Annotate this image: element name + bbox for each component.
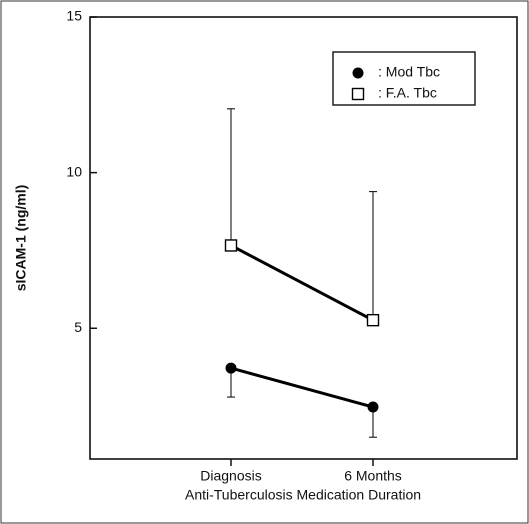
x-tick-label: 6 Months: [344, 468, 402, 484]
y-axis-label: sICAM-1 (ng/ml): [13, 185, 29, 292]
legend-label: : Mod Tbc: [378, 64, 440, 80]
point: [225, 362, 237, 374]
series-line: [230, 366, 374, 409]
point: [367, 401, 379, 413]
point: [224, 239, 238, 252]
y-tick-label: 15: [66, 8, 82, 24]
x-axis-label: Anti-Tuberculosis Medication Duration: [185, 487, 421, 503]
point: [352, 67, 364, 79]
point: [366, 313, 380, 327]
x-tick-label: Diagnosis: [200, 468, 261, 484]
y-tick-label: 10: [66, 163, 82, 179]
y-tick-label: 5: [74, 319, 82, 335]
point: [351, 87, 365, 101]
plot-frame: [89, 16, 518, 460]
legend-label: : F.A. Tbc: [378, 85, 437, 101]
series-line: [230, 244, 374, 322]
